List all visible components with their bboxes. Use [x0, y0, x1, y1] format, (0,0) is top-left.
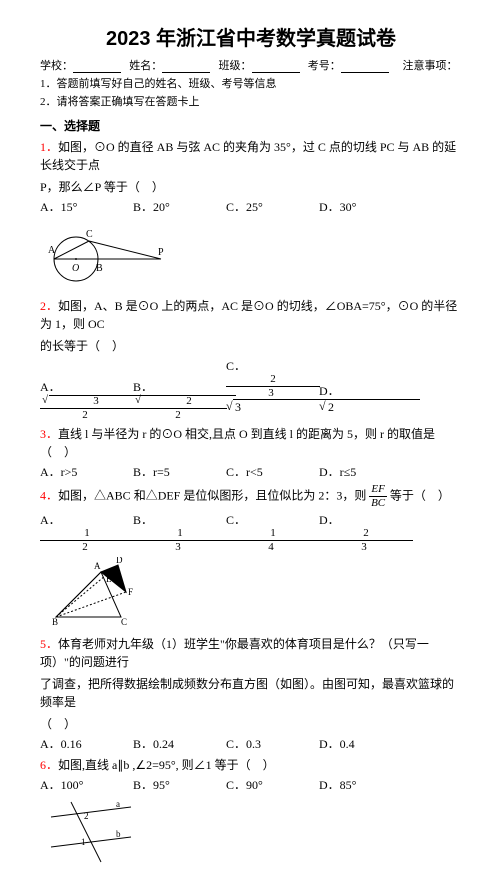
question-1: 1．如图，⊙O 的直径 AB 与弦 AC 的夹角为 35°，过 C 点的切线 P… — [40, 138, 462, 174]
q3-opt-d: D．r≤5 — [319, 463, 409, 480]
q2-text2: 的长等于（ ） — [40, 337, 462, 355]
svg-text:C: C — [121, 617, 127, 627]
q1-num: 1． — [40, 140, 58, 154]
svg-text:b: b — [116, 829, 121, 839]
q6-opt-d: D．85° — [319, 776, 409, 793]
q2-opt-c: C．233 — [226, 357, 316, 415]
svg-text:B: B — [52, 617, 58, 627]
q1-opt-b: B．20° — [133, 198, 223, 215]
q4-frac: EFBC — [369, 484, 386, 509]
q5-opt-c: C．0.3 — [226, 735, 316, 752]
q1-opt-c: C．25° — [226, 198, 316, 215]
q1-figure: A C O B P — [46, 219, 462, 293]
question-3: 3．直线 l 与半径为 r 的⊙O 相交,且点 O 到直线 l 的距离为 5，则… — [40, 425, 462, 461]
id-blank — [341, 72, 389, 73]
q5-opt-b: B．0.24 — [133, 735, 223, 752]
q3-num: 3． — [40, 427, 58, 441]
meta-row: 学校： 姓名： 班级： 考号： 注意事项： — [40, 57, 462, 73]
q3-opt-c: C．r<5 — [226, 463, 316, 480]
svg-text:B: B — [96, 263, 103, 274]
question-6: 6．如图,直线 a∥b ,∠2=95°, 则∠1 等于（ ） — [40, 756, 462, 774]
svg-text:P: P — [158, 247, 164, 258]
q2-options: A．32 B．22 C．233 D．2 — [40, 357, 462, 421]
question-5: 5．体育老师对九年级（1）班学生"你最喜欢的体育项目是什么？（只写一项）"的问题… — [40, 635, 462, 671]
q3-options: A．r>5 B．r=5 C．r<5 D．r≤5 — [40, 463, 462, 480]
class-blank — [252, 72, 300, 73]
question-2: 2．如图，A、B 是⊙O 上的两点，AC 是⊙O 的切线，∠OBA=75°，⊙O… — [40, 297, 462, 333]
id-label: 考号： — [308, 60, 341, 72]
q6-opt-a: A．100° — [40, 776, 130, 793]
q5-text1: 体育老师对九年级（1）班学生"你最喜欢的体育项目是什么？（只写一项）"的问题进行 — [40, 637, 429, 669]
notice-label: 注意事项： — [403, 60, 458, 72]
name-label: 姓名： — [129, 60, 162, 72]
svg-text:D: D — [116, 557, 123, 565]
page-title: 2023 年浙江省中考数学真题试卷 — [40, 22, 462, 51]
q1-text1: 如图，⊙O 的直径 AB 与弦 AC 的夹角为 35°，过 C 点的切线 PC … — [40, 140, 456, 172]
svg-text:a: a — [116, 799, 120, 809]
q4-text: 如图，△ABC 和△DEF 是位似图形，且位似比为 2：3，则 — [58, 489, 366, 503]
q2-opt-b: B．22 — [133, 378, 223, 421]
q1-opt-a: A．15° — [40, 198, 130, 215]
q2-opt-a: A．32 — [40, 378, 130, 421]
svg-text:F: F — [128, 587, 133, 597]
q5-num: 5． — [40, 637, 58, 651]
svg-text:A: A — [94, 561, 101, 571]
q6-figure: a b 2 1 — [46, 797, 462, 871]
svg-text:2: 2 — [84, 811, 89, 821]
q4-opt-d: D．23 — [319, 511, 409, 553]
q3-opt-a: A．r>5 — [40, 463, 130, 480]
q6-options: A．100° B．95° C．90° D．85° — [40, 776, 462, 793]
q5-text2: 了调查，把所得数据绘制成频数分布直方图（如图）。由图可知，最喜欢篮球的频率是 — [40, 675, 462, 711]
q3-opt-b: B．r=5 — [133, 463, 223, 480]
q4-opt-a: A．12 — [40, 511, 130, 553]
instruction-2: 2．请将答案正确填写在答题卡上 — [40, 93, 462, 109]
q4-options: A．12 B．13 C．14 D．23 — [40, 511, 462, 553]
q5-opt-d: D．0.4 — [319, 735, 409, 752]
class-label: 班级： — [219, 60, 252, 72]
q2-num: 2． — [40, 299, 58, 313]
svg-text:1: 1 — [81, 837, 86, 847]
q4-num: 4． — [40, 489, 58, 503]
svg-text:O: O — [72, 263, 79, 274]
q1-text2: P，那么∠P 等于（ ） — [40, 178, 462, 196]
q4-opt-c: C．14 — [226, 511, 316, 553]
section-1-head: 一、选择题 — [40, 117, 462, 134]
q5-opt-a: A．0.16 — [40, 735, 130, 752]
instruction-1: 1．答题前填写好自己的姓名、班级、考号等信息 — [40, 75, 462, 91]
q3-text: 直线 l 与半径为 r 的⊙O 相交,且点 O 到直线 l 的距离为 5，则 r… — [40, 427, 435, 459]
q5-text3: （ ） — [40, 715, 462, 733]
q2-opt-d: D．2 — [319, 382, 409, 415]
question-4: 4．如图，△ABC 和△DEF 是位似图形，且位似比为 2：3，则 EFBC 等… — [40, 484, 462, 509]
q6-num: 6． — [40, 758, 58, 772]
q5-options: A．0.16 B．0.24 C．0.3 D．0.4 — [40, 735, 462, 752]
school-blank — [73, 72, 121, 73]
svg-text:A: A — [48, 245, 56, 256]
q6-opt-b: B．95° — [133, 776, 223, 793]
name-blank — [162, 72, 210, 73]
q4-figure: B C A D F E M — [46, 557, 462, 631]
q4-text2: 等于（ ） — [390, 489, 450, 503]
svg-text:C: C — [86, 229, 93, 240]
q2-text1: 如图，A、B 是⊙O 上的两点，AC 是⊙O 的切线，∠OBA=75°，⊙O 的… — [40, 299, 457, 331]
q1-options: A．15° B．20° C．25° D．30° — [40, 198, 462, 215]
q1-opt-d: D．30° — [319, 198, 409, 215]
q4-opt-b: B．13 — [133, 511, 223, 553]
svg-text:M: M — [121, 565, 129, 575]
svg-text:E: E — [106, 574, 112, 584]
school-label: 学校： — [40, 60, 73, 72]
q6-opt-c: C．90° — [226, 776, 316, 793]
q6-text: 如图,直线 a∥b ,∠2=95°, 则∠1 等于（ ） — [58, 758, 275, 772]
